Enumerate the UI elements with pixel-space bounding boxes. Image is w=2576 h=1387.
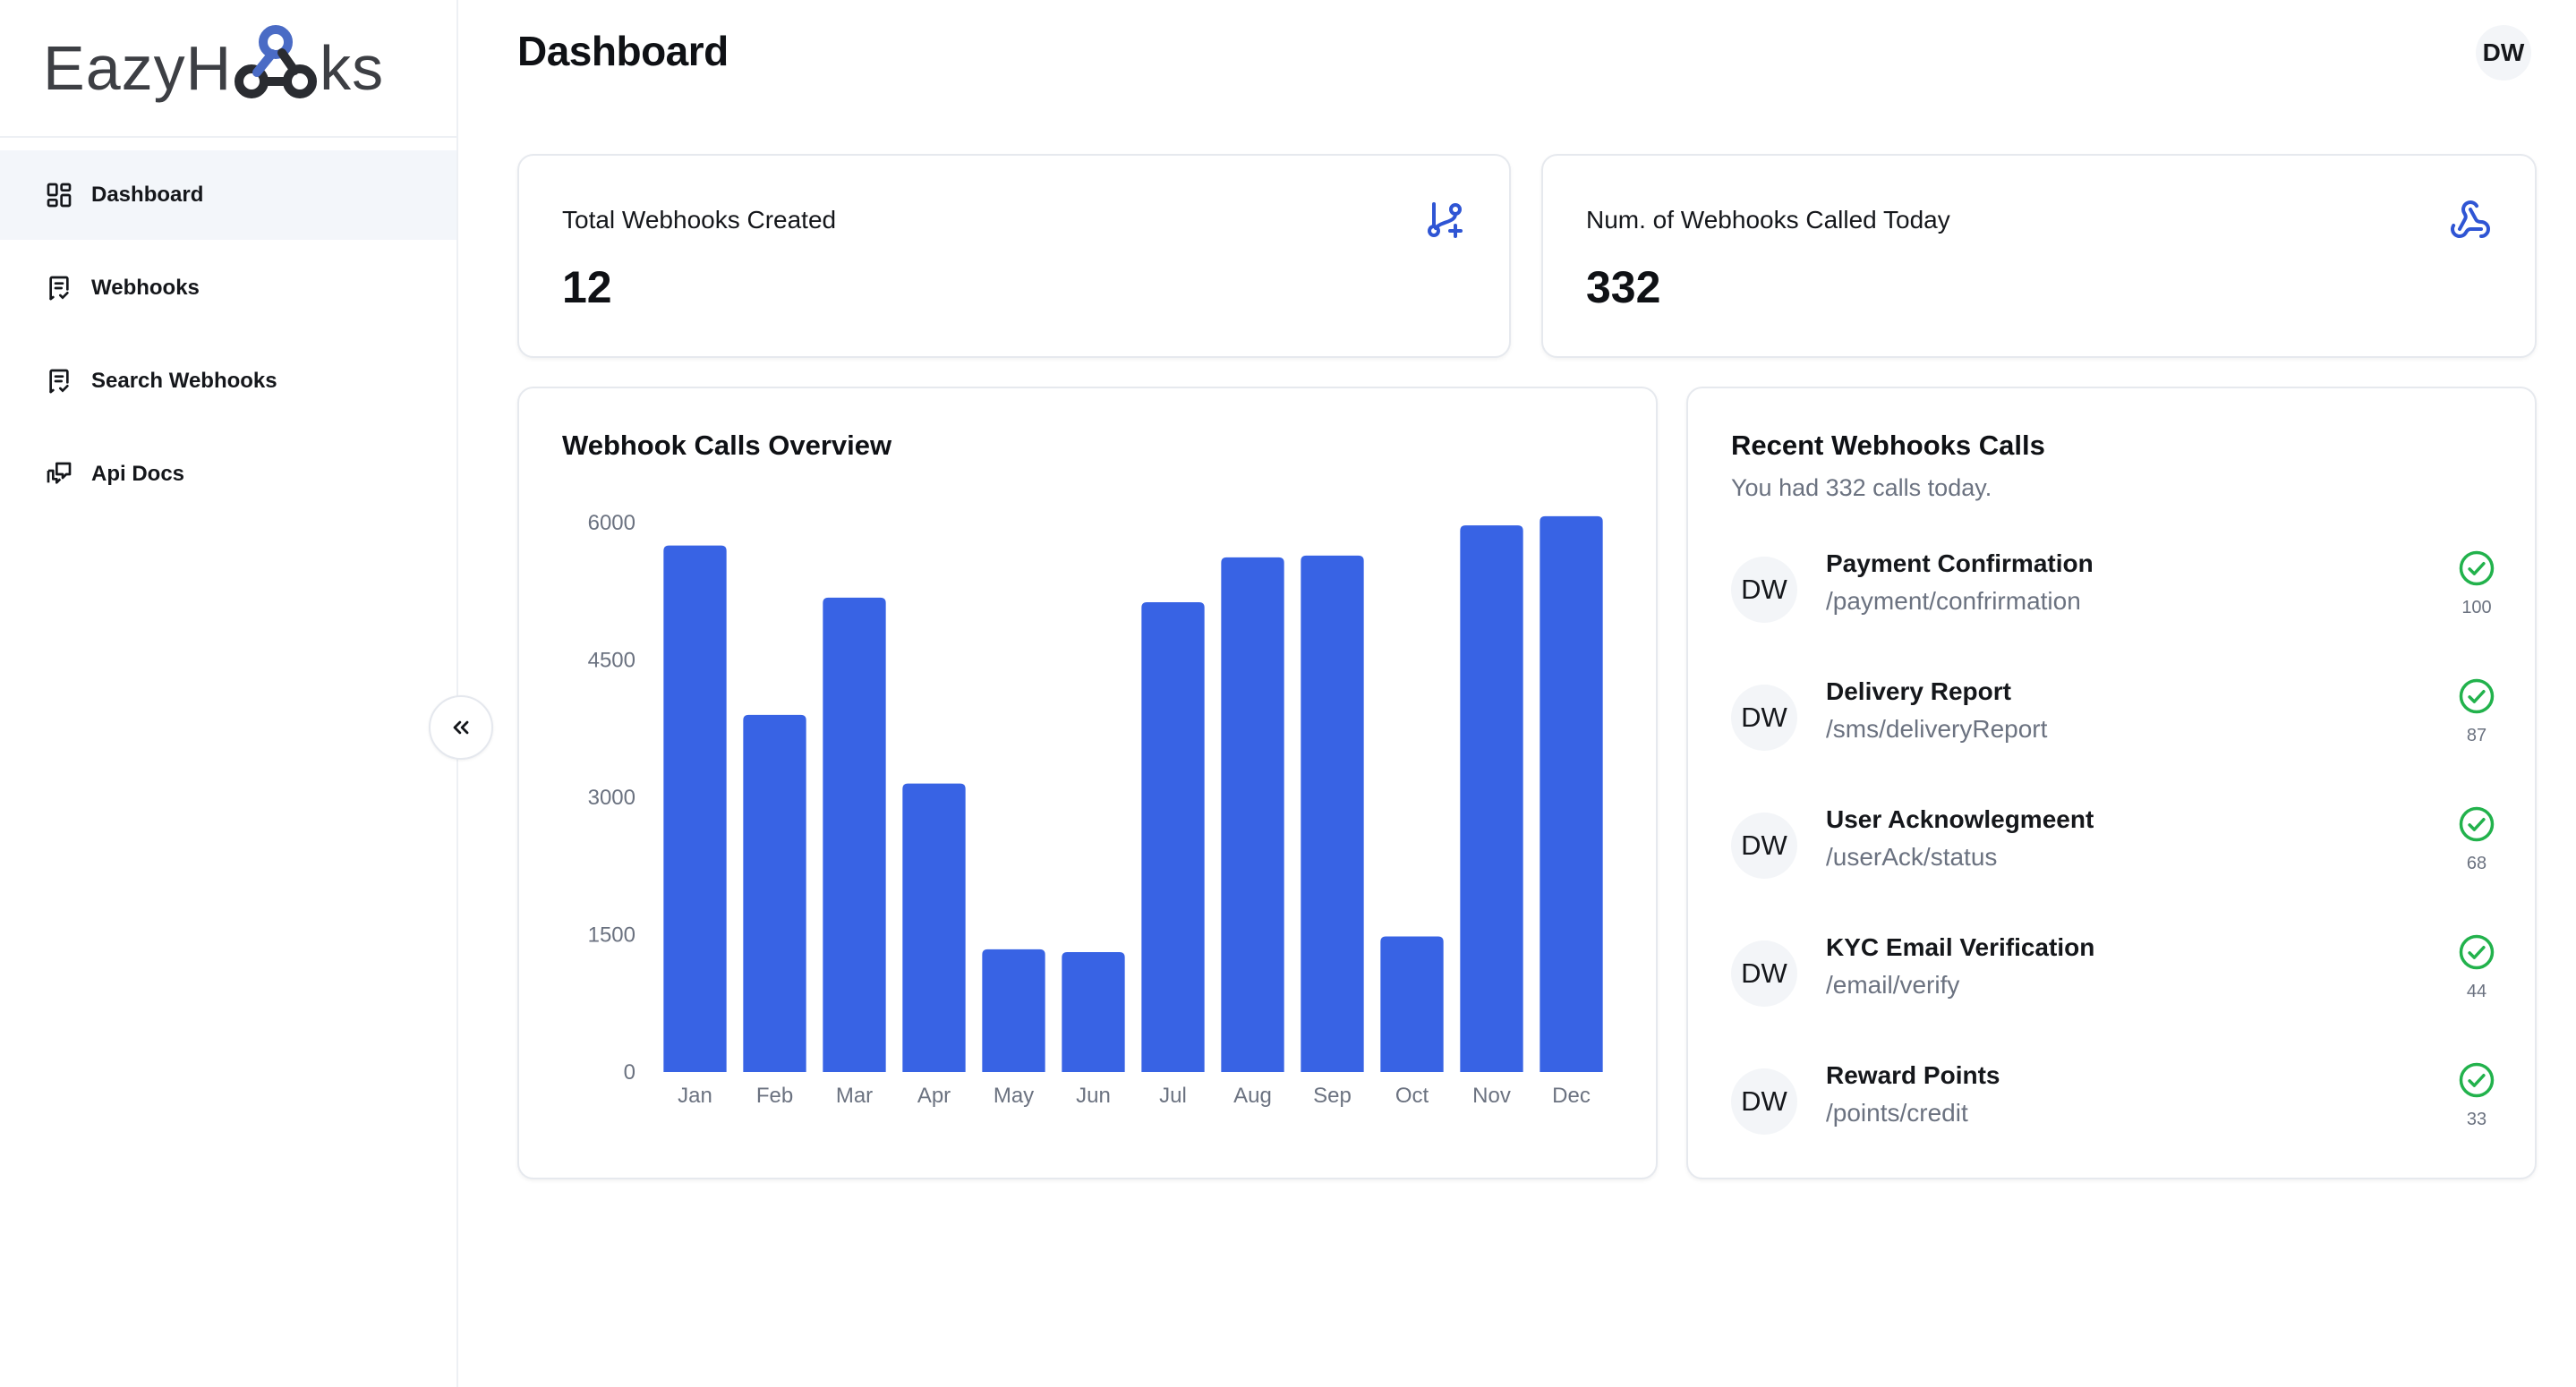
avatar: DW bbox=[1731, 557, 1797, 623]
y-tick-label: 4500 bbox=[588, 649, 635, 673]
bar-sep[interactable] bbox=[1301, 555, 1364, 1072]
bar-dec[interactable] bbox=[1540, 515, 1603, 1072]
check-circle-icon bbox=[2459, 550, 2495, 586]
sidebar-item-label: Dashboard bbox=[91, 183, 204, 207]
x-tick-label: Sep bbox=[1313, 1084, 1352, 1108]
page-title: Dashboard bbox=[517, 28, 729, 74]
bar-oct[interactable] bbox=[1380, 936, 1444, 1072]
recent-row[interactable]: DW Payment Confirmation /payment/confrir… bbox=[1731, 549, 2495, 648]
call-count: 100 bbox=[2461, 598, 2492, 617]
y-tick-label: 0 bbox=[624, 1060, 635, 1085]
logo[interactable]: EazyH ks bbox=[0, 0, 456, 138]
x-tick-label: Jan bbox=[678, 1084, 712, 1108]
x-tick-label: Apr bbox=[917, 1084, 951, 1108]
webhook-name: Delivery Report bbox=[1826, 677, 2011, 705]
webhook-path: /email/verify bbox=[1826, 971, 1960, 999]
check-circle-icon bbox=[2459, 806, 2495, 842]
bar-jun[interactable] bbox=[1062, 951, 1125, 1072]
bar-aug[interactable] bbox=[1221, 557, 1284, 1072]
check-circle-icon bbox=[2459, 934, 2495, 970]
call-count: 33 bbox=[2466, 1110, 2487, 1129]
user-avatar[interactable]: DW bbox=[2476, 25, 2531, 81]
chevrons-left-icon bbox=[453, 720, 469, 735]
bar-chart: 0 1500 3000 4500 6000 Jan Feb Mar Apr May Jun Jul Au… bbox=[588, 511, 1603, 1108]
x-tick-label: Feb bbox=[756, 1084, 793, 1108]
avatar: DW bbox=[1731, 685, 1797, 751]
call-count: 44 bbox=[2466, 982, 2487, 1001]
x-tick-label: May bbox=[994, 1084, 1034, 1108]
logo-text-left: EazyH bbox=[43, 33, 233, 103]
sidebar-item-webhooks[interactable]: Webhooks bbox=[0, 243, 456, 333]
avatar: DW bbox=[1731, 940, 1797, 1007]
avatar: DW bbox=[1731, 1068, 1797, 1135]
bar-mar[interactable] bbox=[823, 597, 886, 1072]
call-count: 87 bbox=[2466, 726, 2487, 745]
x-tick-label: Jun bbox=[1076, 1084, 1111, 1108]
chart-card: Webhook Calls Overview 0 1500 3000 4500 6000… bbox=[517, 387, 1658, 1179]
recent-subtitle: You had 332 calls today. bbox=[1731, 474, 1992, 501]
webhook-logo-icon bbox=[232, 22, 320, 103]
dashboard-grid-icon bbox=[47, 183, 72, 208]
webhook-path: /payment/confrirmation bbox=[1826, 587, 2081, 615]
x-tick-label: Jul bbox=[1159, 1084, 1187, 1108]
sidebar-item-label: Api Docs bbox=[91, 462, 185, 486]
bar-jan[interactable] bbox=[663, 545, 727, 1072]
recent-title: Recent Webhooks Calls bbox=[1731, 430, 2045, 461]
x-tick-label: Oct bbox=[1395, 1084, 1429, 1108]
bar-jul[interactable] bbox=[1141, 602, 1205, 1072]
sidebar-item-label: Webhooks bbox=[91, 276, 200, 300]
recent-row[interactable]: DW Delivery Report /sms/deliveryReport 8… bbox=[1731, 677, 2495, 776]
recent-webhooks-card: Recent Webhooks Calls You had 332 calls … bbox=[1686, 387, 2537, 1179]
stat-label: Total Webhooks Created bbox=[562, 206, 837, 234]
webhook-path: /points/credit bbox=[1826, 1099, 1968, 1127]
logo-text-right: ks bbox=[320, 33, 385, 103]
recent-row[interactable]: DW KYC Email Verification /email/verify … bbox=[1731, 933, 2495, 1032]
webhook-path: /userAck/status bbox=[1826, 843, 1998, 871]
webhook-name: User Acknowlegmeent bbox=[1826, 805, 2094, 833]
sidebar-item-search-webhooks[interactable]: Search Webhooks bbox=[0, 336, 456, 426]
stat-value: 332 bbox=[1586, 262, 1661, 312]
sidebar-nav: Dashboard Webhooks Search Webhooks bbox=[0, 138, 456, 519]
sidebar-item-label: Search Webhooks bbox=[91, 369, 277, 393]
call-count: 68 bbox=[2466, 854, 2487, 873]
git-branch-plus-icon bbox=[1428, 202, 1463, 238]
stat-label: Num. of Webhooks Called Today bbox=[1586, 206, 1950, 234]
check-circle-icon bbox=[2459, 678, 2495, 714]
chat-bubbles-icon bbox=[47, 462, 72, 484]
x-tick-label: Mar bbox=[836, 1084, 873, 1108]
collapse-sidebar-button[interactable] bbox=[429, 695, 493, 760]
stat-card-calls-today: Num. of Webhooks Called Today 332 bbox=[1541, 154, 2537, 358]
x-tick-label: Aug bbox=[1233, 1084, 1272, 1108]
bar-may[interactable] bbox=[982, 949, 1045, 1072]
avatar: DW bbox=[1731, 813, 1797, 879]
recent-row[interactable]: DW Reward Points /points/credit 33 bbox=[1731, 1061, 2495, 1160]
bar-feb[interactable] bbox=[743, 714, 806, 1072]
webhook-name: KYC Email Verification bbox=[1826, 933, 2095, 961]
receipt-icon bbox=[49, 276, 69, 301]
chart-title: Webhook Calls Overview bbox=[562, 430, 892, 461]
recent-row[interactable]: DW User Acknowlegmeent /userAck/status 6… bbox=[1731, 805, 2495, 904]
webhook-name: Payment Confirmation bbox=[1826, 549, 2094, 577]
sidebar-item-api-docs[interactable]: Api Docs bbox=[0, 430, 456, 519]
check-circle-icon bbox=[2459, 1062, 2495, 1098]
stat-value: 12 bbox=[562, 262, 612, 312]
webhook-path: /sms/deliveryReport bbox=[1826, 715, 2048, 743]
webhook-icon bbox=[2451, 200, 2490, 238]
y-tick-label: 3000 bbox=[588, 786, 635, 810]
webhook-name: Reward Points bbox=[1826, 1061, 2000, 1089]
y-tick-label: 1500 bbox=[588, 923, 635, 948]
x-tick-label: Dec bbox=[1552, 1084, 1591, 1108]
sidebar-item-dashboard[interactable]: Dashboard bbox=[0, 150, 456, 240]
stat-card-total-webhooks: Total Webhooks Created 12 bbox=[517, 154, 1511, 358]
x-tick-label: Nov bbox=[1472, 1084, 1511, 1108]
bar-nov[interactable] bbox=[1460, 525, 1523, 1072]
sidebar: EazyH ks Dashboard bbox=[0, 0, 458, 1387]
y-tick-label: 6000 bbox=[588, 511, 635, 535]
receipt-icon bbox=[49, 369, 69, 394]
bar-apr[interactable] bbox=[902, 783, 966, 1072]
